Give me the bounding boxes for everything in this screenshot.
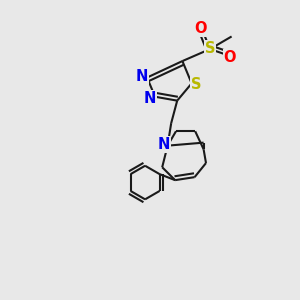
Text: N: N xyxy=(157,137,170,152)
Text: N: N xyxy=(136,68,148,83)
Text: S: S xyxy=(191,76,202,92)
Text: O: O xyxy=(224,50,236,65)
Text: N: N xyxy=(143,91,156,106)
Text: O: O xyxy=(194,21,206,36)
Text: S: S xyxy=(205,41,215,56)
